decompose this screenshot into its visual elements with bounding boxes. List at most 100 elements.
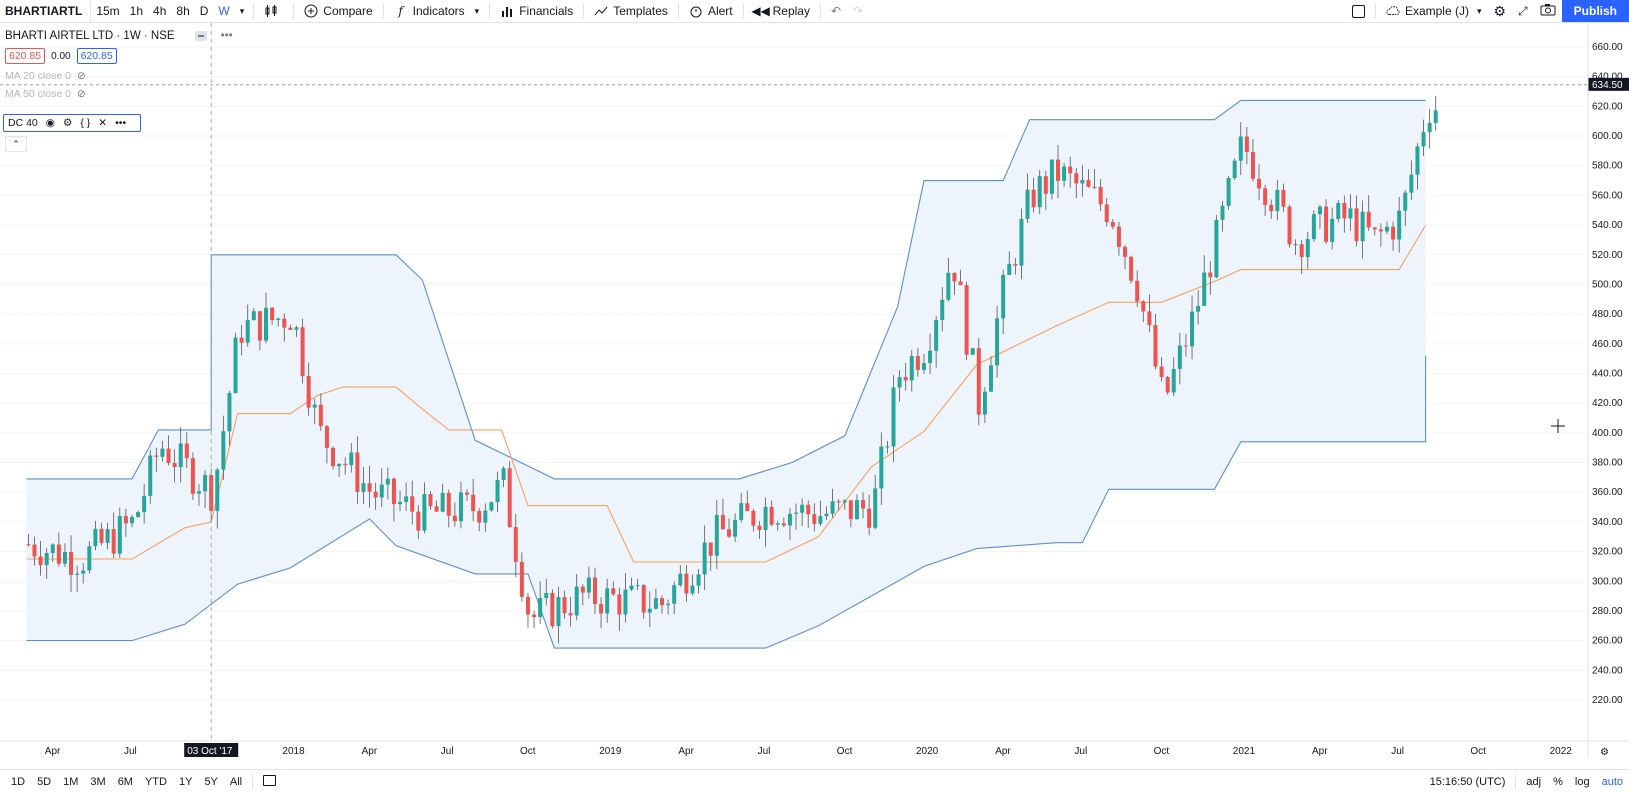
minus-icon[interactable] (194, 31, 207, 41)
range-all[interactable]: All (229, 775, 243, 788)
candle-body (1080, 179, 1085, 184)
ma20-legend[interactable]: MA 20 close 0 ⊘ (5, 67, 233, 85)
undo-button[interactable]: ↶ (825, 0, 847, 22)
range-1m[interactable]: 1M (63, 775, 79, 788)
candle-body (641, 585, 646, 613)
dc-indicator-legend[interactable]: DC 40 ◉ ⚙ { } ✕ ••• (3, 114, 141, 132)
redo-button[interactable]: ↷ (847, 0, 869, 22)
range-1d[interactable]: 1D (11, 775, 26, 788)
candle-body (465, 492, 470, 495)
range-5y[interactable]: 5Y (204, 775, 218, 788)
time-tick-label: Apr (1312, 746, 1328, 757)
replay-button[interactable]: ◀◀ Replay (748, 0, 816, 22)
candle-body (812, 514, 817, 524)
interval-15m[interactable]: 15m (96, 4, 120, 18)
candle-body (982, 391, 987, 415)
candle-body (1360, 211, 1365, 242)
candle-body (562, 597, 567, 614)
candle-body (1025, 189, 1030, 219)
range-ytd[interactable]: YTD (144, 775, 167, 788)
indicators-button[interactable]: f Indicators ▾ (388, 0, 486, 22)
candle-body (946, 272, 951, 300)
price-tick-label: 480.00 (1592, 309, 1623, 320)
gear-icon[interactable]: ⚙ (62, 117, 73, 129)
interval-8h[interactable]: 8h (176, 4, 190, 18)
candle-body (391, 478, 396, 505)
price-tick-label: 660.00 (1592, 42, 1623, 53)
candle-body (1165, 377, 1170, 393)
more-icon[interactable]: ••• (220, 30, 233, 42)
financials-button[interactable]: Financials (494, 0, 579, 22)
candle-body (653, 598, 658, 609)
candle-body (678, 573, 683, 586)
candle-body (117, 515, 122, 554)
candle-body (62, 551, 67, 564)
ma50-legend[interactable]: MA 50 close 0 ⊘ (5, 85, 233, 103)
candle-body (1336, 203, 1341, 219)
fullscreen-button[interactable]: ⤢ (1512, 0, 1534, 22)
eye-icon[interactable]: ◉ (45, 117, 55, 129)
candle-body (1202, 272, 1207, 306)
compare-button[interactable]: Compare (298, 0, 378, 22)
candle-body (708, 542, 713, 556)
source-code-icon[interactable]: { } (80, 117, 91, 129)
date-range-button[interactable] (257, 774, 282, 789)
more-icon[interactable]: ••• (115, 117, 127, 129)
settings-button[interactable]: ⚙ (1487, 0, 1512, 22)
eye-off-icon[interactable]: ⊘ (76, 88, 86, 100)
candle-body (458, 492, 463, 522)
candle-body (209, 475, 214, 511)
channel-fill (26, 100, 1426, 649)
candle-body (519, 561, 524, 597)
clock[interactable]: 15:16:50 (UTC) (1429, 775, 1506, 788)
adj-toggle[interactable]: adj (1526, 775, 1542, 788)
lower-channel-line (26, 355, 1427, 649)
range-1y[interactable]: 1Y (178, 775, 193, 788)
symbol-search-button[interactable]: BHARTIARTL (0, 0, 92, 22)
sell-price-button[interactable]: 620.85 (5, 48, 46, 64)
divider (819, 3, 821, 19)
percent-toggle[interactable]: % (1553, 775, 1563, 788)
publish-button[interactable]: Publish (1561, 0, 1629, 22)
collapse-legend-button[interactable]: ⌃ (5, 136, 27, 152)
range-5d[interactable]: 5D (37, 775, 52, 788)
auto-toggle[interactable]: auto (1601, 775, 1623, 788)
layout-button[interactable]: Example (J) ▾ (1380, 0, 1488, 22)
time-tick-label: Apr (678, 746, 694, 757)
fullscreen-mode-button[interactable] (1346, 0, 1371, 22)
close-icon[interactable]: ✕ (98, 117, 108, 129)
candle-body (1214, 219, 1219, 278)
eye-off-icon[interactable]: ⊘ (76, 70, 86, 82)
interval-w[interactable]: W (218, 4, 230, 18)
scale-controls: 15:16:50 (UTC) adj % log auto (1424, 773, 1629, 790)
range-6m[interactable]: 6M (117, 775, 133, 788)
candle-body (1342, 203, 1347, 219)
axis-settings-icon[interactable]: ⚙ (1600, 747, 1609, 758)
candle-body (501, 468, 506, 480)
interval-d[interactable]: D (199, 4, 209, 18)
candle-body (775, 523, 780, 525)
alert-button[interactable]: Alert (683, 0, 739, 22)
candle-body (1378, 229, 1383, 232)
buy-price-button[interactable]: 620.85 (76, 48, 117, 64)
candle-body (276, 318, 281, 321)
templates-button[interactable]: Templates (588, 0, 674, 22)
candle-body (1421, 132, 1426, 147)
candle-body (861, 500, 866, 509)
time-tick-label: Apr (995, 746, 1011, 757)
log-toggle[interactable]: log (1574, 775, 1590, 788)
candle-body (215, 469, 220, 511)
price-chart[interactable]: 660.00 640.00 620.00 600.00 580.00 560.00 540.… (0, 23, 1629, 758)
candle-body (196, 491, 201, 494)
snapshot-button[interactable] (1534, 0, 1562, 22)
candle-body (1281, 189, 1286, 207)
ma20-label: MA 20 close 0 (5, 70, 71, 82)
interval-4h[interactable]: 4h (153, 4, 167, 18)
chart-type-button[interactable] (258, 0, 289, 22)
candle-body (282, 318, 287, 328)
interval-dropdown[interactable]: ▾ (235, 0, 250, 22)
interval-1h[interactable]: 1h (129, 4, 144, 18)
candle-body (428, 494, 433, 507)
candle-body (1147, 311, 1152, 326)
range-3m[interactable]: 3M (90, 775, 106, 788)
